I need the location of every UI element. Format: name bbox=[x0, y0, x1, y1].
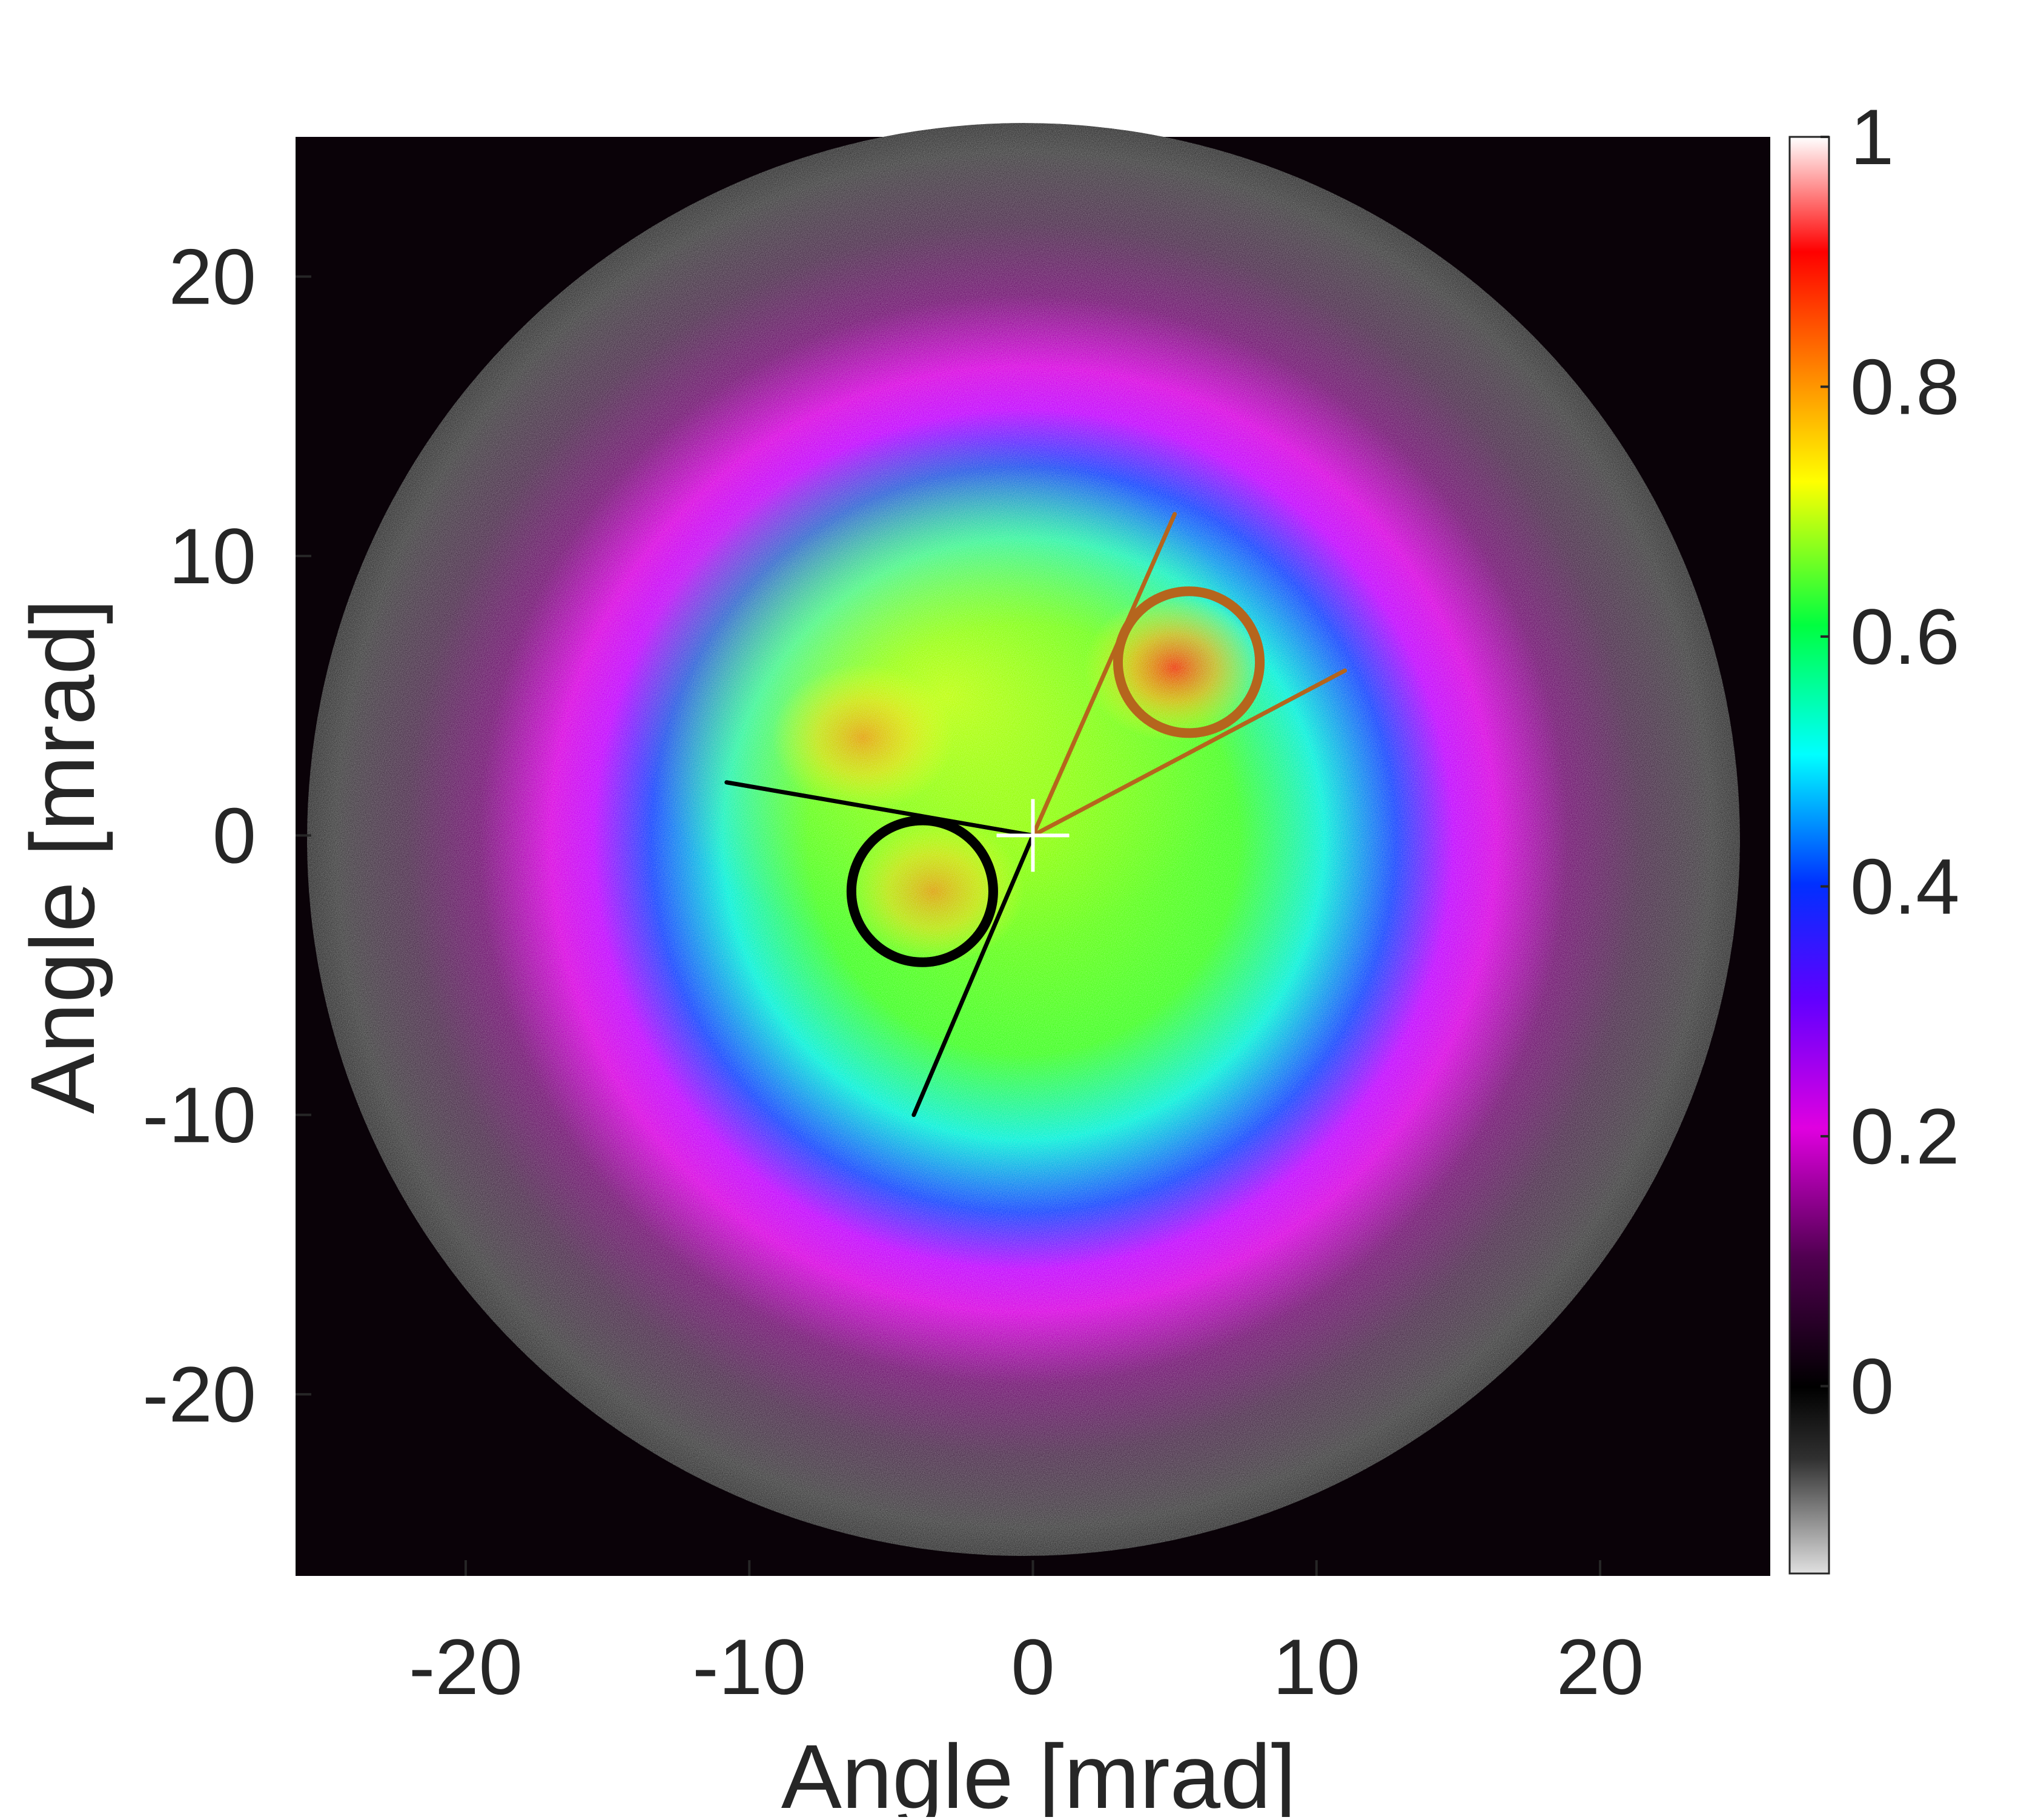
y-tick-labels: -20 -10 0 10 20 bbox=[142, 233, 256, 1438]
x-tick-labels: -20 -10 0 10 20 bbox=[409, 1623, 1644, 1711]
x-tick-label-4: 20 bbox=[1556, 1623, 1644, 1711]
annotation-line-1 bbox=[1031, 512, 1177, 838]
y-tick-label-3: 10 bbox=[168, 512, 256, 600]
axis-ticks bbox=[296, 275, 1602, 1576]
y-tick-label-2: 0 bbox=[213, 791, 256, 879]
x-tick-label-1: -10 bbox=[692, 1623, 806, 1711]
annotation-circle-1 bbox=[1113, 586, 1265, 738]
annotation-line-3 bbox=[724, 780, 1035, 838]
y-tick-label-1: -10 bbox=[142, 1071, 256, 1159]
x-tick-label-2: 0 bbox=[1011, 1623, 1054, 1711]
colorbar-tick-label-2: 0.4 bbox=[1850, 842, 1960, 931]
y-axis-label: Angle [mrad] bbox=[12, 599, 113, 1114]
speckle-noise bbox=[307, 123, 1740, 1556]
y-tick-label-0: -20 bbox=[142, 1350, 256, 1438]
colorbar-tick-label-5: 1 bbox=[1850, 93, 1894, 181]
colorbar-tick-label-3: 0.6 bbox=[1850, 592, 1960, 681]
annotations bbox=[724, 512, 1348, 1117]
x-tick-label-0: -20 bbox=[409, 1623, 523, 1711]
annotation-circle-2 bbox=[846, 815, 998, 967]
colorbar-tick-label-4: 0.8 bbox=[1850, 343, 1960, 431]
colorbar bbox=[1788, 136, 1830, 1575]
colorbar-tick-label-0: 0 bbox=[1850, 1342, 1894, 1431]
x-tick-label-3: 10 bbox=[1272, 1623, 1360, 1711]
x-axis-label: Angle [mrad] bbox=[781, 1726, 1296, 1817]
colorbar-ticks: 0 0.2 0.4 0.6 0.8 1 bbox=[1821, 93, 1960, 1431]
y-tick-label-4: 20 bbox=[168, 233, 256, 321]
annotation-line-4 bbox=[911, 833, 1035, 1117]
annotation-line-2 bbox=[1031, 668, 1348, 838]
colorbar-tick-label-1: 0.2 bbox=[1850, 1092, 1960, 1180]
detector-disk bbox=[307, 123, 1740, 1556]
